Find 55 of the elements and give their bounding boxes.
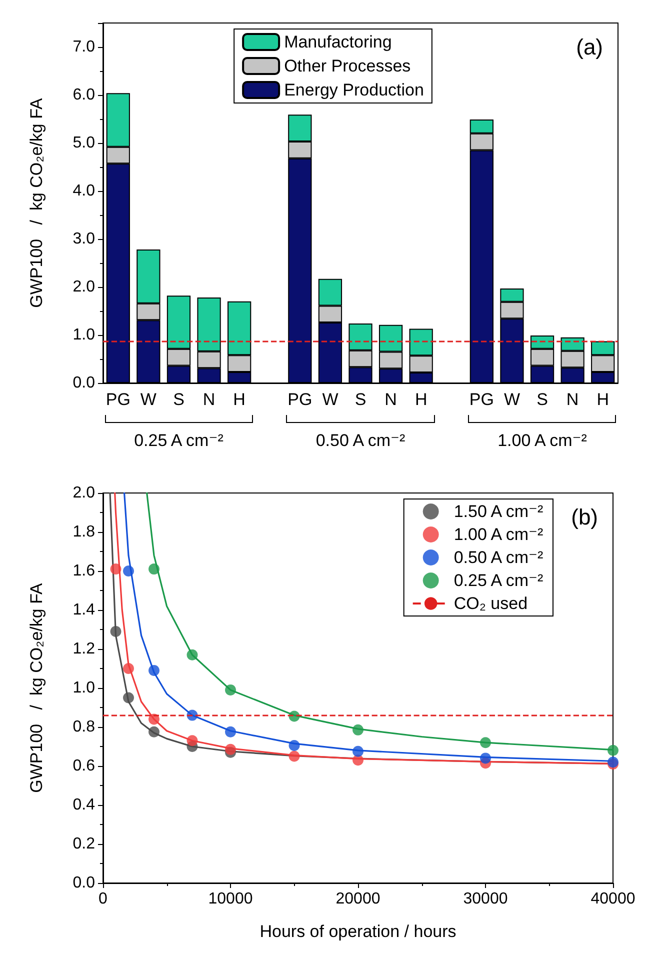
y-tick-label: 3.0 — [72, 230, 96, 248]
x-axis-title: Hours of operation / hours — [260, 922, 456, 941]
x-tick-label: H — [233, 390, 246, 409]
x-tick-label: 20000 — [336, 890, 380, 908]
text: 0.50 A cm⁻² — [314, 431, 406, 451]
y-tick-label: 0.0 — [72, 374, 96, 392]
legend-label: Other Processes — [284, 56, 411, 76]
x-tick-label: S — [536, 390, 548, 409]
text: (a) — [576, 34, 604, 60]
y-tick-label: 0.0 — [72, 874, 96, 892]
y-tick-label: 0.2 — [72, 836, 96, 852]
y-tick-label: 1.6 — [72, 562, 96, 580]
x-tick-label: PG — [469, 390, 494, 409]
y-tick-label: 6.0 — [72, 86, 96, 104]
x-tick-label: S — [354, 390, 366, 409]
x-tick-label: PG — [288, 390, 312, 409]
legend-label: Manufactoring — [284, 32, 392, 52]
legend-label: 1.50 A cm⁻² — [454, 502, 544, 521]
text: 0.25 A cm⁻² — [133, 431, 224, 451]
x-tick-label: 30000 — [463, 890, 508, 908]
y-tick-label: 4.0 — [72, 182, 96, 200]
legend-label: 0.50 A cm⁻² — [454, 548, 544, 567]
x-tick-label: W — [322, 390, 338, 409]
y-axis-title: GWP100 / kg CO₂e/kg FA — [27, 582, 46, 793]
y-tick-label: 1.8 — [72, 524, 96, 540]
y-tick-label: 7.0 — [72, 38, 96, 56]
text: 1.00 A cm⁻² — [496, 431, 588, 451]
legend-label: Energy Production — [284, 80, 424, 100]
text: (b) — [571, 504, 598, 530]
y-tick-label: 1.0 — [72, 680, 96, 696]
y-tick-label: 0.8 — [72, 718, 96, 736]
legend-label: 0.25 A cm⁻² — [454, 571, 544, 590]
x-tick-label: 0 — [98, 890, 108, 908]
x-tick-label: 40000 — [590, 890, 636, 908]
x-tick-label: W — [504, 390, 520, 409]
x-tick-label: PG — [106, 390, 130, 409]
y-tick-label: 1.2 — [72, 640, 96, 658]
y-tick-label: 1.0 — [72, 326, 96, 344]
x-tick-label: N — [566, 390, 579, 409]
y-tick-label: 0.4 — [72, 796, 96, 814]
x-tick-label: W — [140, 390, 156, 409]
x-tick-label: H — [414, 390, 428, 409]
x-tick-label: H — [596, 390, 609, 409]
y-axis-title: GWP100 / kg CO₂e/kg FA — [27, 97, 46, 308]
y-tick-label: 1.4 — [72, 602, 96, 618]
y-tick-label: 0.6 — [72, 758, 96, 774]
legend-label: CO₂ used — [454, 594, 528, 613]
x-tick-label: N — [202, 390, 216, 409]
x-tick-label: S — [173, 390, 184, 409]
legend-label: 1.00 A cm⁻² — [454, 525, 544, 544]
x-tick-label: 10000 — [208, 890, 253, 908]
x-tick-label: N — [384, 390, 397, 409]
y-tick-label: 2.0 — [72, 484, 96, 502]
y-tick-label: 5.0 — [72, 134, 96, 152]
y-tick-label: 2.0 — [72, 278, 96, 296]
